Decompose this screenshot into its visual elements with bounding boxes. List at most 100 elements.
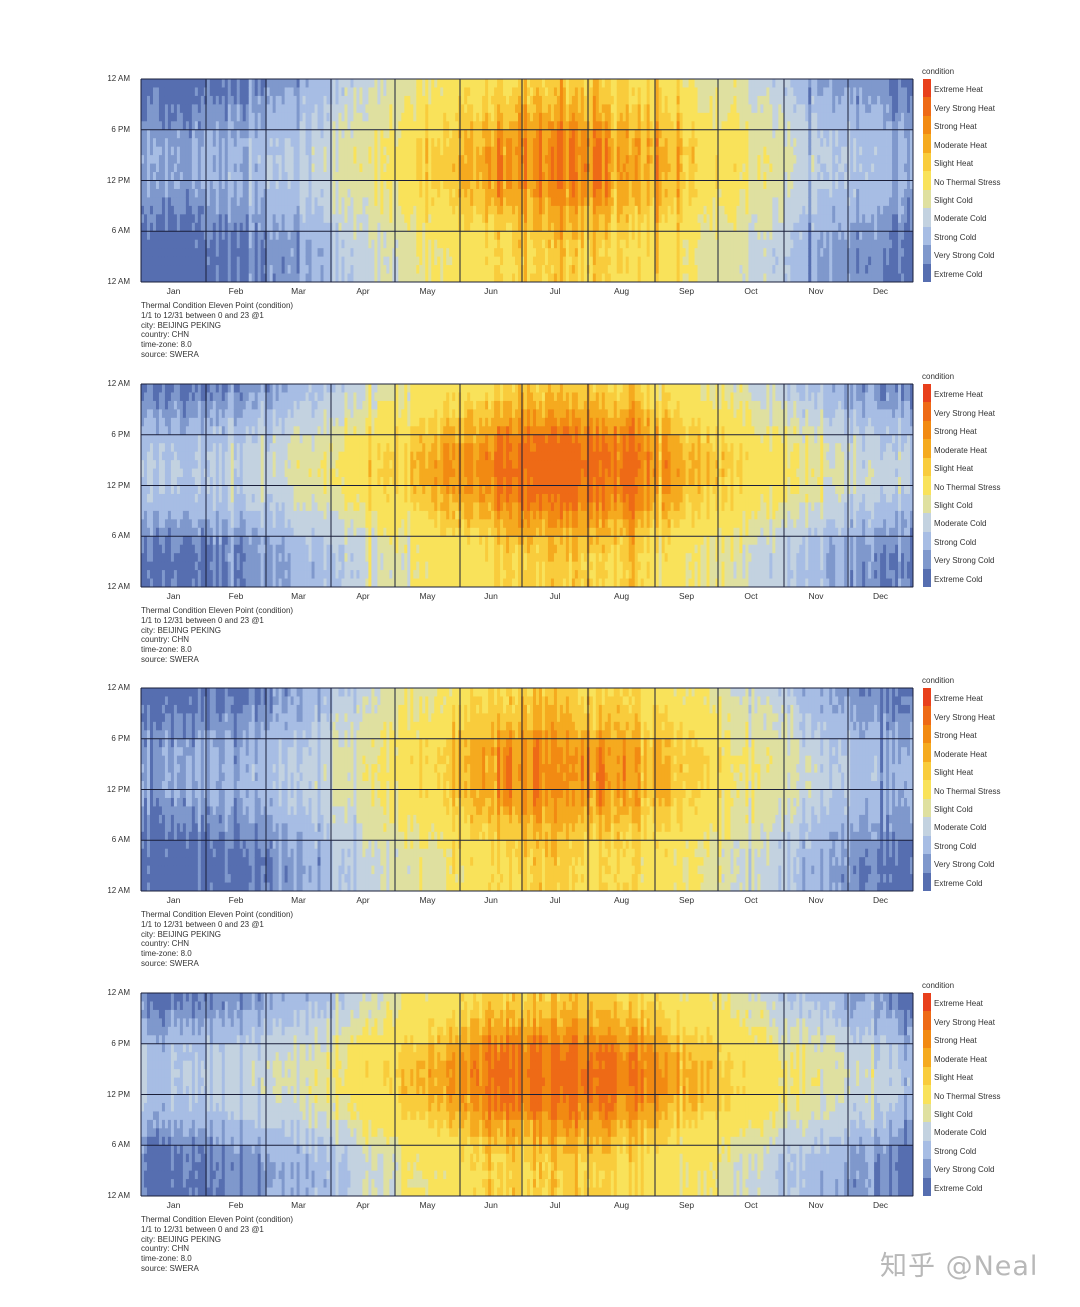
heatmap-cell: [571, 129, 576, 139]
heatmap-cell: [371, 138, 375, 148]
heatmap-cell: [197, 188, 202, 198]
heatmap-cell: [431, 214, 435, 224]
heatmap-cell: [568, 104, 573, 114]
heatmap-cell: [146, 222, 151, 232]
heatmap-cell: [347, 163, 351, 173]
heatmap-cell: [245, 273, 250, 283]
heatmap-cell: [320, 95, 324, 105]
heatmap-cell: [440, 163, 444, 173]
heatmap-cell: [745, 197, 749, 207]
heatmap-cell: [146, 172, 151, 181]
heatmap-cell: [464, 79, 468, 88]
heatmap-cell: [356, 87, 360, 97]
heatmap-cell: [694, 248, 698, 258]
heatmap-cell: [167, 95, 172, 105]
heatmap-cell: [527, 239, 531, 249]
heatmap-cell: [242, 222, 247, 232]
heatmap-cell: [332, 205, 336, 215]
heatmap-cell: [227, 188, 232, 198]
heatmap-cell: [700, 273, 704, 283]
heatmap-cell: [488, 79, 492, 88]
heatmap-cell: [425, 197, 429, 207]
heatmap-cell: [389, 146, 393, 156]
heatmap-cell: [679, 79, 683, 88]
heatmap-cell: [700, 197, 704, 207]
heatmap-cell: [634, 138, 639, 148]
heatmap-cell: [595, 155, 600, 164]
heatmap-cell: [377, 231, 381, 241]
heatmap-cell: [655, 188, 660, 198]
heatmap-cell: [479, 129, 483, 139]
heatmap-cell: [610, 231, 615, 241]
heatmap-cell: [221, 112, 226, 122]
heatmap-cell: [251, 180, 256, 190]
heatmap-cell: [760, 256, 764, 266]
heatmap-cell: [640, 231, 645, 241]
heatmap-cell: [296, 87, 300, 97]
heatmap-cell: [233, 121, 238, 131]
heatmap-cell: [347, 121, 351, 131]
heatmap-cell: [589, 172, 594, 181]
heatmap-cell: [607, 163, 612, 173]
heatmap-cell: [281, 256, 286, 266]
heatmap-cell: [757, 138, 761, 148]
heatmap-cell: [395, 205, 399, 215]
heatmap-cell: [697, 205, 701, 215]
heatmap-cell: [461, 222, 465, 232]
heatmap-cell: [721, 248, 725, 258]
heatmap-cell: [527, 112, 531, 122]
heatmap-cell: [550, 188, 555, 198]
heatmap-cell: [437, 205, 441, 215]
heatmap-cell: [497, 138, 501, 148]
heatmap-cell: [197, 129, 202, 139]
heatmap-cell: [724, 121, 728, 131]
heatmap-cell: [386, 104, 390, 114]
heatmap-cell: [541, 79, 546, 88]
heatmap-cell: [532, 265, 537, 274]
heatmap-cell: [500, 87, 504, 97]
heatmap-cell: [664, 256, 669, 266]
heatmap-cell: [233, 155, 238, 164]
heatmap-cell: [580, 163, 585, 173]
heatmap-cell: [682, 231, 686, 241]
heatmap-cell: [302, 265, 306, 274]
heatmap-cell: [622, 95, 627, 105]
heatmap-cell: [470, 121, 474, 131]
heatmap-cell: [718, 188, 722, 198]
heatmap-cell: [682, 138, 686, 148]
heatmap-cell: [524, 138, 528, 148]
heatmap-cell: [383, 231, 387, 241]
heatmap-cell: [341, 214, 345, 224]
heatmap-cell: [371, 180, 375, 190]
heatmap-cell: [341, 163, 345, 173]
heatmap-cell: [670, 121, 675, 131]
heatmap-cell: [574, 188, 579, 198]
heatmap-cell: [164, 222, 169, 232]
heatmap-cell: [227, 163, 232, 173]
heatmap-cell: [661, 214, 666, 224]
heatmap-cell: [197, 256, 202, 266]
heatmap-cell: [616, 112, 621, 122]
heatmap-cell: [141, 155, 145, 164]
heatmap-cell: [320, 146, 324, 156]
heatmap-cell: [236, 197, 241, 207]
heatmap-cell: [221, 129, 226, 139]
heatmap-cell: [233, 273, 238, 283]
heatmap-cell: [625, 112, 630, 122]
heatmap-cell: [685, 95, 689, 105]
heatmap-cell: [473, 265, 477, 274]
heatmap-cell: [574, 172, 579, 181]
heatmap-cell: [604, 197, 609, 207]
heatmap-cell: [308, 222, 312, 232]
heatmap-cell: [281, 129, 286, 139]
heatmap-cell: [251, 231, 256, 241]
heatmap-cell: [413, 214, 417, 224]
heatmap-cell: [703, 112, 707, 122]
heatmap-cell: [326, 121, 330, 131]
heatmap-cell: [730, 248, 734, 258]
heatmap-cell: [173, 104, 178, 114]
heatmap-cell: [592, 214, 597, 224]
heatmap-cell: [733, 87, 737, 97]
heatmap-cell: [437, 79, 441, 88]
heatmap-cell: [422, 188, 426, 198]
